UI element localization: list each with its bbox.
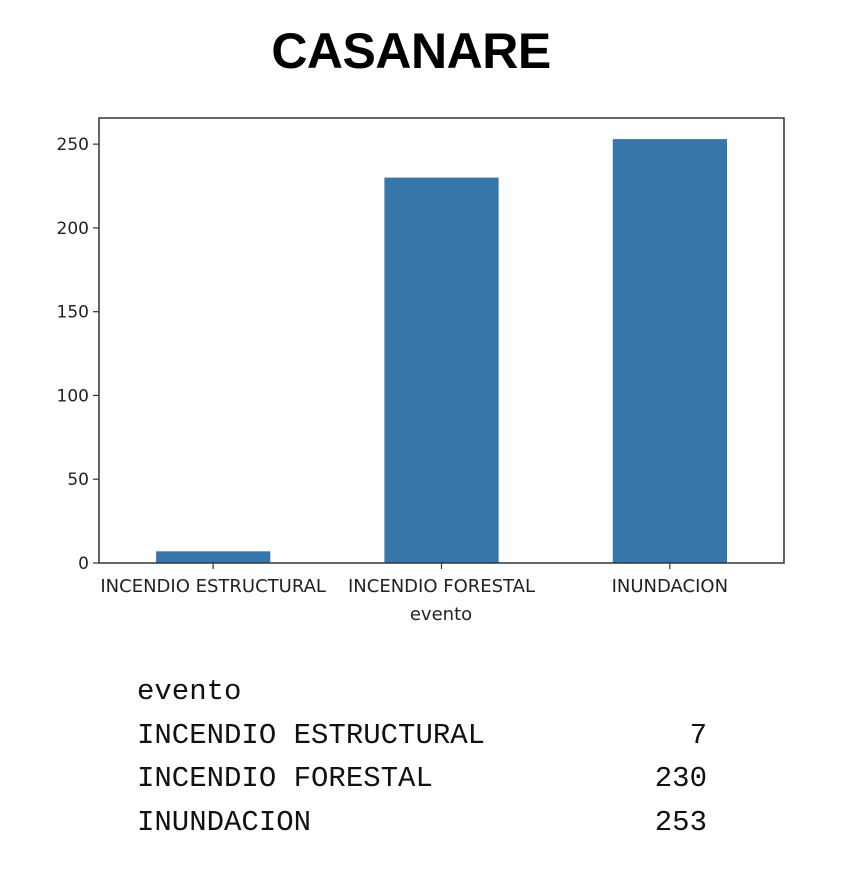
table-header: evento — [137, 675, 242, 708]
table-row: INCENDIO FORESTAL 230 — [137, 757, 707, 801]
y-tick-label: 50 — [67, 470, 89, 490]
chart-title: CASANARE — [271, 23, 551, 79]
bar — [612, 139, 727, 563]
table-row-value: 7 — [689, 718, 707, 752]
table-row: INCENDIO ESTRUCTURAL 7 — [137, 714, 707, 758]
y-tick-label: 250 — [57, 135, 89, 155]
y-tick-label: 100 — [57, 386, 89, 406]
x-axis-label: evento — [410, 604, 472, 625]
table-row-label: INCENDIO FORESTAL — [137, 762, 433, 795]
y-tick-label: 200 — [57, 219, 89, 239]
table-row-label: INCENDIO ESTRUCTURAL — [137, 718, 486, 752]
value-counts-table: evento INCENDIO ESTRUCTURAL 7 INCENDIO F… — [137, 670, 707, 844]
y-tick-label: 150 — [57, 303, 89, 323]
bar — [156, 551, 271, 563]
bars-layer — [156, 139, 727, 563]
x-tick-label: INCENDIO FORESTAL — [348, 576, 535, 597]
table-row-value: 253 — [654, 805, 707, 839]
y-axis: 0 50 100 150 200 250 — [57, 135, 99, 574]
x-tick-label: INUNDACION — [612, 576, 728, 597]
table-header-row: evento — [137, 670, 707, 714]
x-axis: INCENDIO ESTRUCTURAL INCENDIO FORESTAL INU… — [100, 563, 728, 597]
x-tick-label: INCENDIO ESTRUCTURAL — [100, 576, 326, 597]
y-tick-label: 0 — [78, 554, 89, 574]
bar — [384, 177, 499, 563]
table-row: INUNDACION 253 — [137, 801, 707, 845]
table-row-value: 230 — [654, 762, 707, 795]
table-row-label: INUNDACION — [137, 805, 312, 839]
